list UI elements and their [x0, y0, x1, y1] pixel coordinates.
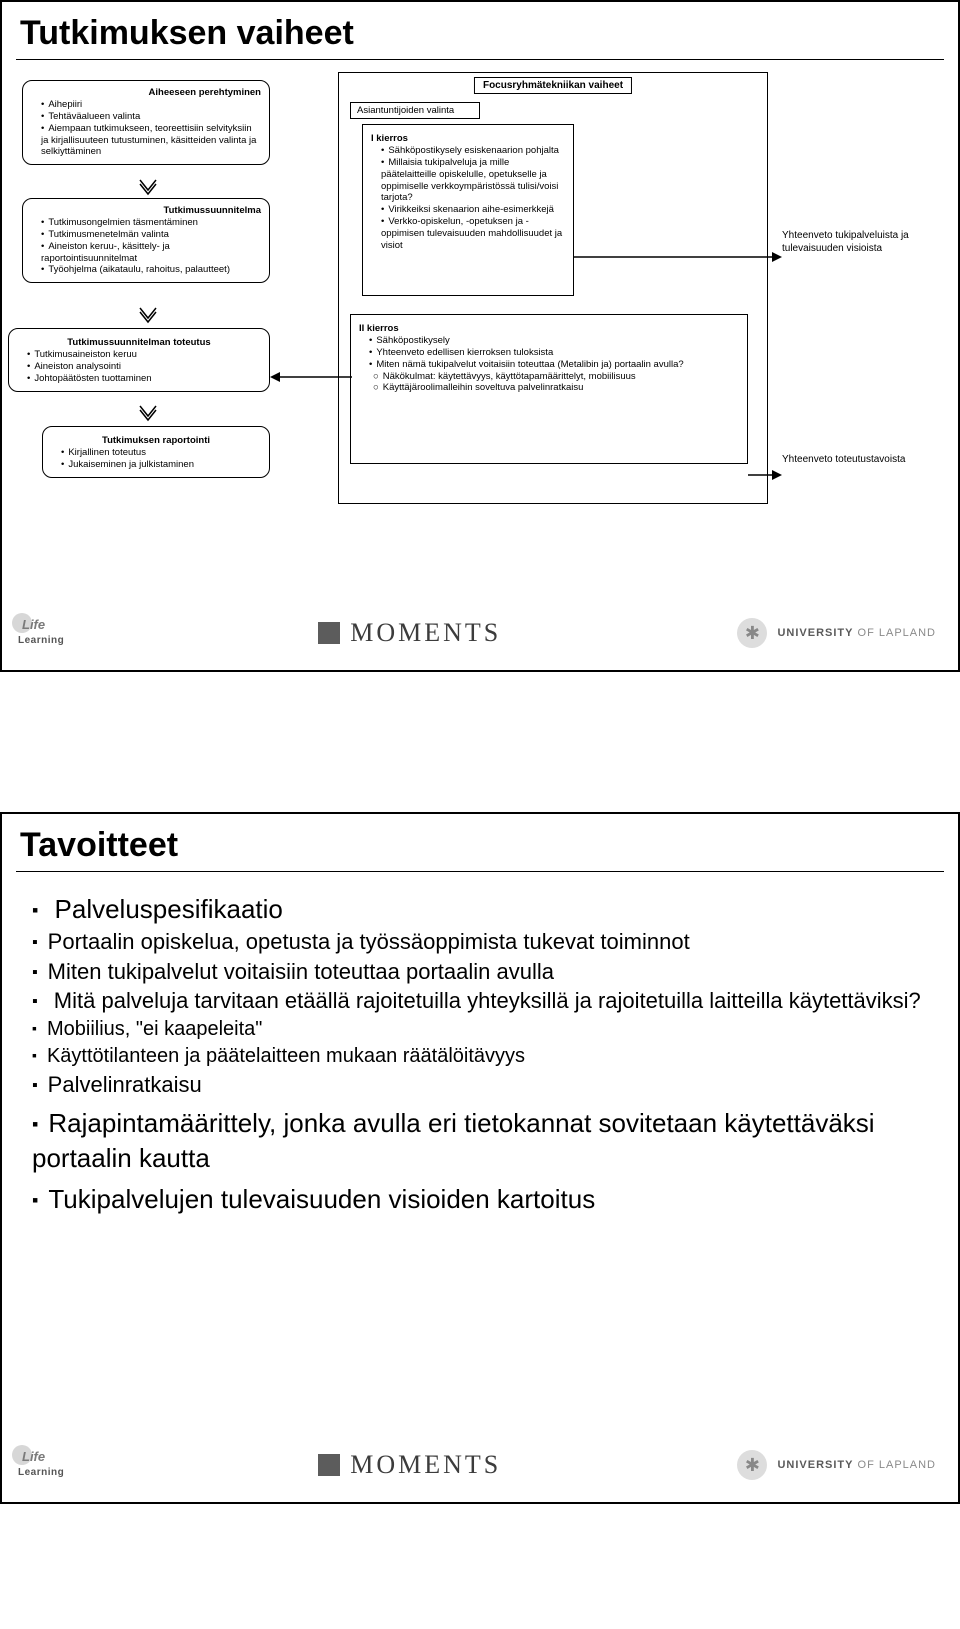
life-text: Life [22, 617, 45, 632]
university-logo: ✱ UNIVERSITY OF LAPLAND [737, 1450, 936, 1480]
slide-2: Tavoitteet Palveluspesifikaatio Portaali… [0, 812, 960, 1504]
panel2-item: Miten nämä tukipalvelut voitaisiin toteu… [369, 359, 739, 371]
slide-1: Tutkimuksen vaiheet Aiheeseen perehtymin… [0, 0, 960, 672]
panel2-item: Sähköpostikysely [369, 335, 739, 347]
s2-1-2: Miten tukipalvelut voitaisiin toteuttaa … [32, 957, 932, 987]
arrow-down-icon [138, 404, 158, 422]
arrow-right-icon [574, 250, 784, 269]
s2-1-1: Portaalin opiskelua, opetusta ja työssäo… [32, 927, 932, 957]
output-yhteenveto1: Yhteenveto tukipalveluista ja tulevaisuu… [782, 230, 912, 255]
s2-item-2: Rajapintamäärittely, jonka avulla eri ti… [32, 1106, 932, 1176]
panel1-item: Verkko-opiskelun, -opetuksen ja -oppimis… [381, 216, 565, 252]
panel1-heading: I kierros [371, 133, 565, 145]
s2-item1-children: Portaalin opiskelua, opetusta ja työssäo… [32, 927, 932, 1100]
university-logo: ✱ UNIVERSITY OF LAPLAND [737, 618, 936, 648]
box3-item: Tutkimusaineiston keruu [27, 349, 261, 361]
box4-item: Kirjallinen toteutus [61, 447, 261, 459]
slide1-title: Tutkimuksen vaiheet [20, 14, 958, 53]
panel-kierros1: I kierros Sähköpostikysely esiskenaarion… [362, 124, 574, 296]
moments-text: MOMENTS [350, 1450, 501, 1480]
box2-item: Aineiston keruu-, käsittely- ja raportoi… [41, 241, 261, 265]
box3-heading: Tutkimussuunnitelman toteutus [17, 337, 261, 349]
slide2-body: Palveluspesifikaatio Portaalin opiskelua… [2, 872, 958, 1432]
panel1-item: Sähköpostikysely esiskenaarion pohjalta [381, 145, 565, 157]
box1-item: Tehtäväalueen valinta [41, 111, 261, 123]
snowflake-icon: ✱ [737, 618, 767, 648]
university-text: UNIVERSITY OF LAPLAND [777, 1459, 936, 1471]
arrow-left-icon [270, 370, 352, 389]
box1-heading: Aiheeseen perehtyminen [31, 87, 261, 99]
panel2-sub: Käyttäjäroolimalleihin soveltuva palveli… [373, 382, 739, 394]
output-yhteenveto2: Yhteenveto toteutustavoista [782, 454, 912, 467]
s2-1-3-children: Mobiilius, "ei kaapeleita" Käyttötilante… [32, 1016, 932, 1070]
panel-kierros2: II kierros Sähköpostikysely Yhteenveto e… [350, 314, 748, 464]
box-toteutus: Tutkimussuunnitelman toteutus Tutkimusai… [8, 328, 270, 392]
box-aiheeseen: Aiheeseen perehtyminen Aihepiiri Tehtävä… [22, 80, 270, 165]
box1-list: Aihepiiri Tehtäväalueen valinta Aiempaan… [31, 99, 261, 158]
university-word: UNIVERSITY [777, 627, 853, 639]
moments-logo: MOMENTS [318, 1450, 501, 1480]
arrow-down-icon [138, 306, 158, 324]
panel2-sublist: Näkökulmat: käytettävyys, käyttötapamäär… [359, 371, 739, 395]
s2-1-3-text: Mitä palveluja tarvitaan etäällä rajoite… [54, 988, 921, 1013]
s2-item-3: Tukipalvelujen tulevaisuuden visioiden k… [32, 1182, 932, 1217]
panel2-heading: II kierros [359, 323, 739, 335]
panel1-item: Virikkeiksi skenaarion aihe-esimerkkejä [381, 204, 565, 216]
life-learning-logo: Life Learning [12, 609, 82, 657]
panel2-item: Yhteenveto edellisen kierroksen tuloksis… [369, 347, 739, 359]
panel1-list: Sähköpostikysely esiskenaarion pohjalta … [371, 145, 565, 252]
box4-item: Jukaiseminen ja julkistaminen [61, 459, 261, 471]
box2-list: Tutkimusongelmien täsmentäminen Tutkimus… [31, 217, 261, 276]
slide1-footer: Life Learning MOMENTS ✱ UNIVERSITY OF LA… [2, 600, 958, 670]
s2-1-3: Mitä palveluja tarvitaan etäällä rajoite… [32, 986, 932, 1070]
panel1-item: Millaisia tukipalveluja ja mille päätela… [381, 157, 565, 205]
s2-item3-text: Tukipalvelujen tulevaisuuden visioiden k… [48, 1184, 595, 1214]
box-raportointi: Tutkimuksen raportointi Kirjallinen tote… [42, 426, 270, 478]
moments-text: MOMENTS [350, 618, 501, 648]
university-word: UNIVERSITY [777, 1459, 853, 1471]
box4-heading: Tutkimuksen raportointi [51, 435, 261, 447]
box3-item: Aineiston analysointi [27, 361, 261, 373]
box2-heading: Tutkimussuunnitelma [31, 205, 261, 217]
s2-1-3-2: Käyttötilanteen ja päätelaitteen mukaan … [32, 1043, 932, 1070]
box3-list: Tutkimusaineiston keruu Aineiston analys… [17, 349, 261, 385]
box3-item: Johtopäätösten tuottaminen [27, 373, 261, 385]
asiantuntijoiden-label: Asiantuntijoiden valinta [350, 102, 480, 119]
moments-square-icon [318, 622, 340, 644]
learning-text: Learning [18, 1467, 64, 1478]
s2-item2-text: Rajapintamäärittely, jonka avulla eri ti… [32, 1108, 875, 1173]
learning-text: Learning [18, 635, 64, 646]
box1-item: Aiempaan tutkimukseen, teoreettisiin sel… [41, 123, 261, 159]
focus-title: Focusryhmätekniikan vaiheet [474, 77, 632, 94]
s2-item1-text: Palveluspesifikaatio [55, 894, 283, 924]
arrow-down-icon [138, 178, 158, 196]
s2-1-4: Palvelinratkaisu [32, 1070, 932, 1100]
box2-item: Työohjelma (aikataulu, rahoitus, palautt… [41, 264, 261, 276]
slide2-footer: Life Learning MOMENTS ✱ UNIVERSITY OF LA… [2, 1432, 958, 1502]
slide1-body: Aiheeseen perehtyminen Aihepiiri Tehtävä… [2, 60, 958, 600]
slide2-list: Palveluspesifikaatio Portaalin opiskelua… [32, 892, 932, 1217]
s2-item-1: Palveluspesifikaatio Portaalin opiskelua… [32, 892, 932, 1100]
s2-1-3-1: Mobiilius, "ei kaapeleita" [32, 1016, 932, 1043]
box4-list: Kirjallinen toteutus Jukaiseminen ja jul… [51, 447, 261, 471]
arrow-right-icon [748, 468, 784, 487]
snowflake-icon: ✱ [737, 1450, 767, 1480]
panel2-list: Sähköpostikysely Yhteenveto edellisen ki… [359, 335, 739, 371]
box2-item: Tutkimusmenetelmän valinta [41, 229, 261, 241]
moments-square-icon [318, 1454, 340, 1476]
life-learning-logo: Life Learning [12, 1441, 82, 1489]
box2-item: Tutkimusongelmien täsmentäminen [41, 217, 261, 229]
slide2-title: Tavoitteet [20, 826, 958, 865]
lapland-word: OF LAPLAND [858, 627, 936, 639]
box-tutkimussuunnitelma: Tutkimussuunnitelma Tutkimusongelmien tä… [22, 198, 270, 283]
moments-logo: MOMENTS [318, 618, 501, 648]
lapland-word: OF LAPLAND [858, 1459, 936, 1471]
panel2-sub: Näkökulmat: käytettävyys, käyttötapamäär… [373, 371, 739, 383]
box1-item: Aihepiiri [41, 99, 261, 111]
university-text: UNIVERSITY OF LAPLAND [777, 627, 936, 639]
life-text: Life [22, 1449, 45, 1464]
